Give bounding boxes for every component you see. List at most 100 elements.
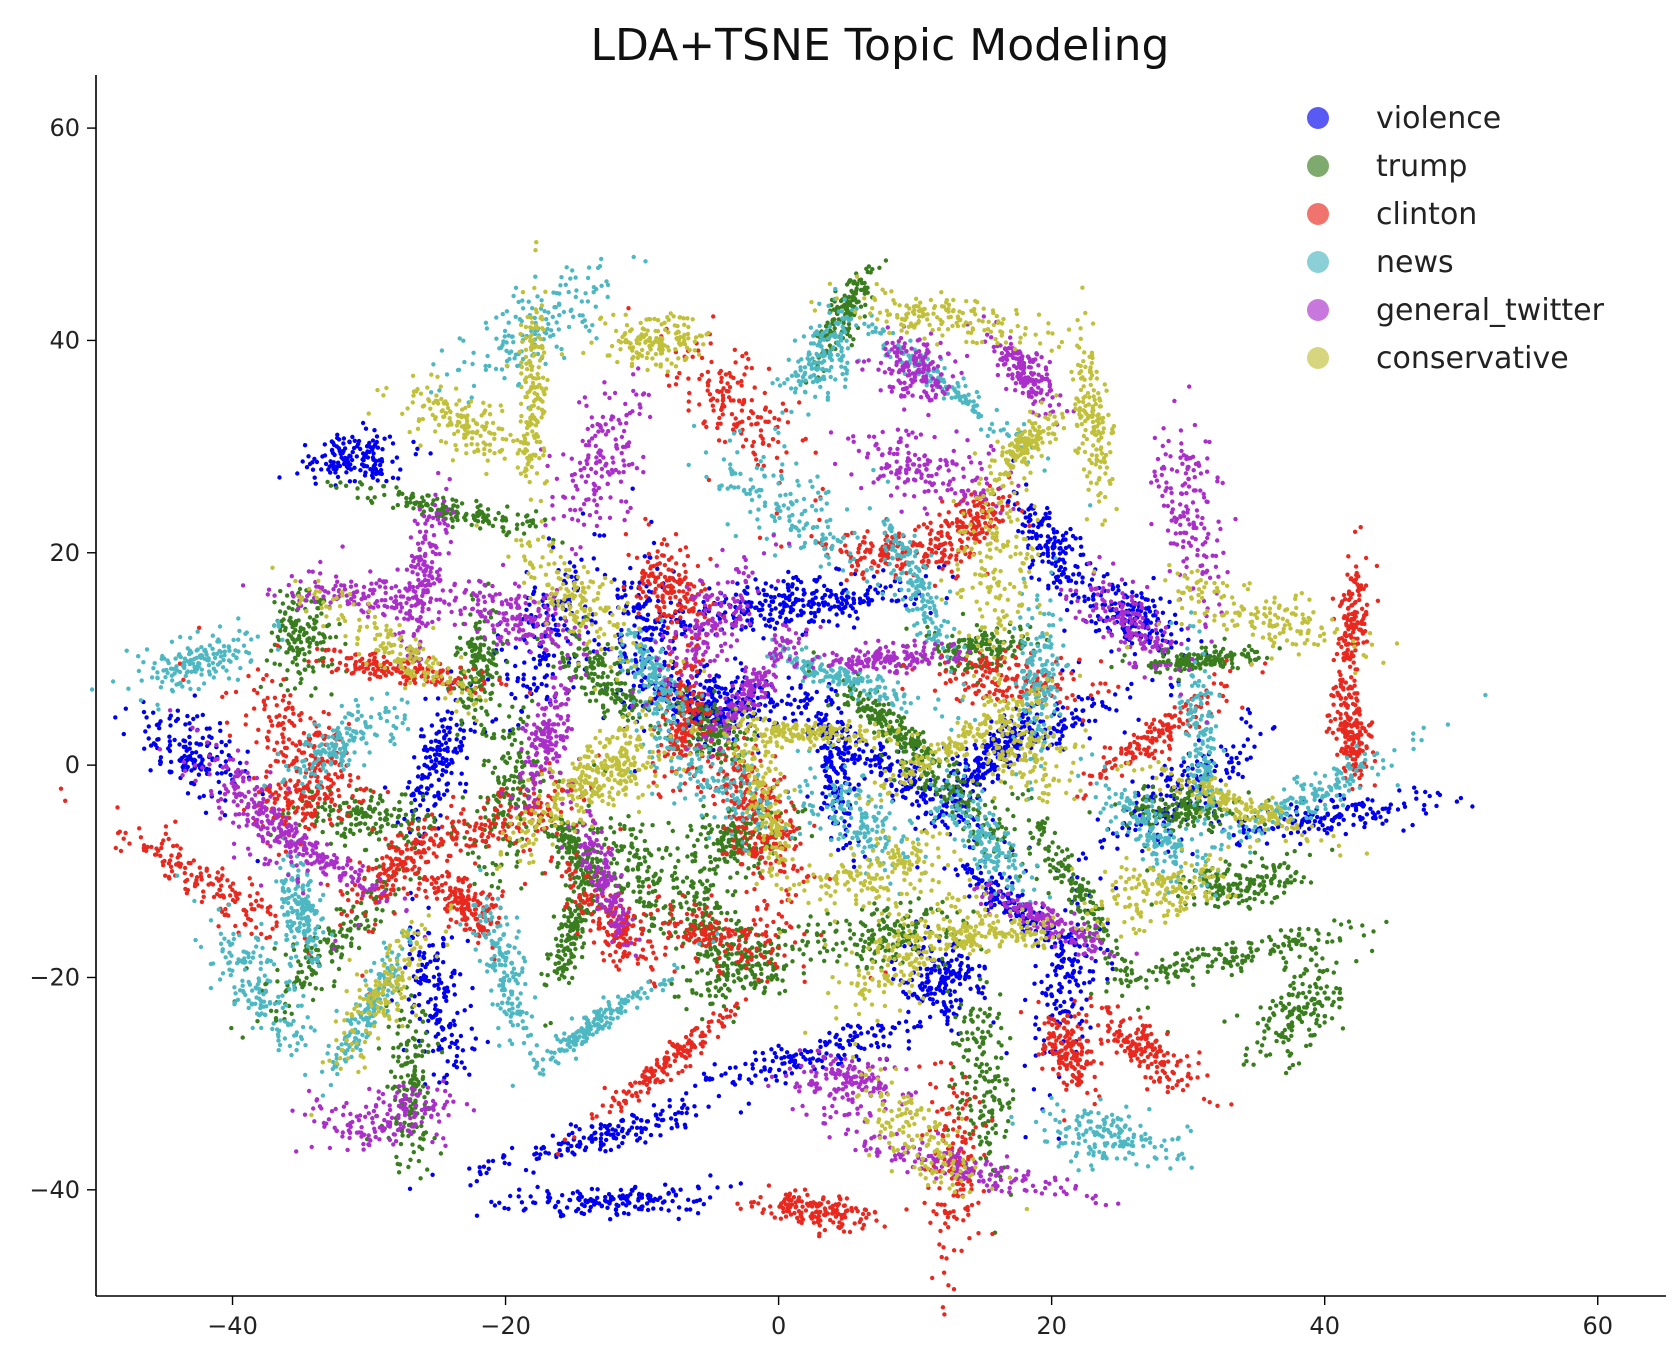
data-point [773, 586, 779, 591]
data-point [207, 726, 212, 731]
data-point [1020, 522, 1025, 527]
data-point [306, 454, 311, 459]
data-point [875, 1044, 881, 1050]
data-point [447, 1044, 453, 1050]
data-point [761, 588, 766, 593]
data-point [341, 436, 347, 441]
data-point [459, 501, 465, 506]
data-point [302, 652, 307, 657]
data-point [1318, 819, 1323, 824]
data-point [509, 691, 514, 697]
data-point [839, 601, 844, 606]
data-point [925, 988, 931, 993]
data-point [296, 618, 301, 623]
data-point [474, 498, 479, 504]
data-point [944, 804, 949, 809]
data-point [1414, 790, 1419, 795]
data-point [923, 811, 928, 817]
data-point [556, 1199, 561, 1205]
data-point [722, 714, 727, 720]
data-point [583, 692, 589, 697]
data-point [822, 1040, 828, 1045]
data-point [852, 760, 857, 766]
data-point [557, 1148, 562, 1153]
data-point [436, 792, 441, 797]
data-point [823, 758, 828, 763]
data-point [1180, 772, 1185, 778]
data-point [310, 467, 316, 472]
data-point [646, 1192, 651, 1198]
data-point [193, 750, 199, 755]
data-point [1016, 753, 1021, 758]
data-point [490, 1158, 496, 1164]
data-point [971, 875, 977, 880]
data-point [355, 486, 360, 491]
data-point [431, 498, 436, 503]
data-point [948, 999, 953, 1005]
data-point [502, 1205, 507, 1211]
data-point [381, 484, 386, 489]
data-point [649, 632, 655, 637]
data-point [426, 1018, 431, 1023]
data-point [1354, 802, 1359, 808]
data-point [1091, 592, 1097, 597]
data-point [205, 743, 210, 749]
data-point [346, 465, 351, 470]
data-point [651, 626, 656, 632]
data-point [1067, 989, 1072, 995]
data-point [950, 979, 955, 984]
data-point [269, 630, 275, 635]
data-point [945, 825, 950, 830]
data-point [904, 626, 909, 631]
data-point [968, 986, 973, 991]
data-point [632, 1204, 638, 1209]
data-point [468, 612, 473, 617]
data-point [473, 1036, 478, 1041]
data-point [336, 437, 342, 442]
data-point [338, 480, 343, 485]
data-point [587, 698, 593, 704]
data-point [856, 782, 861, 787]
data-point [312, 475, 317, 480]
data-point [798, 685, 803, 690]
data-point [430, 747, 436, 752]
data-point [658, 1195, 663, 1200]
data-point [418, 968, 423, 973]
data-point [449, 1040, 454, 1046]
data-point [743, 625, 748, 630]
data-point [887, 1044, 892, 1049]
data-point [1078, 552, 1083, 558]
data-point [706, 699, 711, 704]
data-point [573, 653, 578, 658]
data-point [814, 588, 819, 594]
data-point [637, 635, 642, 640]
data-point [1093, 718, 1098, 723]
data-point [1212, 768, 1217, 774]
data-point [222, 813, 228, 818]
data-point [818, 1044, 823, 1050]
data-point [753, 1057, 759, 1063]
data-point [513, 663, 518, 669]
data-point [285, 688, 290, 693]
data-point [186, 754, 191, 760]
data-point [452, 992, 457, 997]
data-point [792, 697, 797, 703]
data-point [313, 481, 318, 486]
data-point [514, 526, 520, 531]
data-point [571, 685, 576, 690]
data-point [809, 696, 814, 701]
data-point [440, 935, 446, 941]
data-point [1370, 798, 1375, 803]
data-point [604, 1137, 609, 1143]
data-point [406, 997, 411, 1002]
data-point [431, 1072, 436, 1077]
data-point [1038, 719, 1043, 724]
data-point [596, 674, 601, 679]
data-point [187, 746, 192, 751]
data-point [455, 650, 460, 655]
data-point [738, 661, 744, 666]
data-point [387, 434, 393, 439]
data-point [1427, 793, 1432, 799]
data-point [341, 441, 346, 446]
data-point [223, 743, 229, 748]
